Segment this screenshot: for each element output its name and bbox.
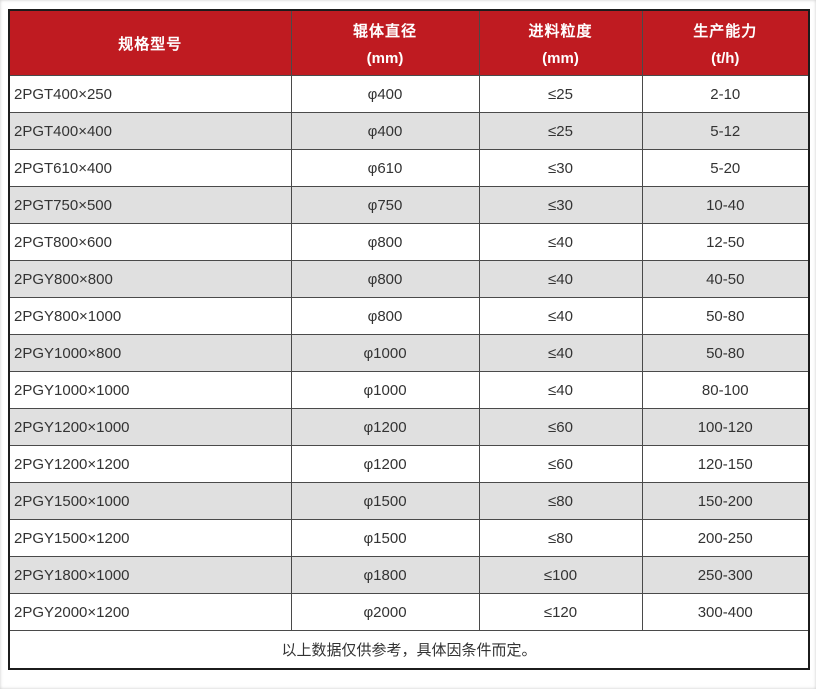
table-cell-feed-size: ≤80 (478, 519, 643, 557)
table-cell-model: 2PGY2000×1200 (8, 593, 292, 631)
spec-table: 规格型号 辊体直径 (mm) 进料粒度 (mm) 生产能力 (t/h) 2PGT… (8, 9, 810, 670)
table-cell-model: 2PGY1200×1200 (8, 445, 292, 483)
table-cell-model: 2PGY1000×1000 (8, 371, 292, 409)
table-cell-roller-diameter: φ1200 (290, 408, 480, 446)
table-cell-feed-size: ≤25 (478, 75, 643, 113)
table-cell-capacity: 250-300 (641, 556, 810, 594)
table-cell-capacity: 100-120 (641, 408, 810, 446)
table-cell-feed-size: ≤40 (478, 371, 643, 409)
table-cell-model: 2PGY800×800 (8, 260, 292, 298)
table-cell-model: 2PGY1500×1000 (8, 482, 292, 520)
table-cell-model: 2PGT400×250 (8, 75, 292, 113)
table-footer: 以上数据仅供参考，具体因条件而定。 (8, 630, 810, 670)
table-cell-capacity: 12-50 (641, 223, 810, 261)
header-roller-diameter-label: 辊体直径 (352, 22, 417, 40)
table-cell-roller-diameter: φ750 (290, 186, 480, 224)
table-footer-row: 以上数据仅供参考，具体因条件而定。 (8, 630, 810, 670)
table-row: 2PGY1500×1200 φ1500 ≤80 200-250 (8, 519, 810, 557)
table-cell-capacity: 2-10 (641, 75, 810, 113)
table-cell-model: 2PGT610×400 (8, 149, 292, 187)
table-row: 2PGY800×1000 φ800 ≤40 50-80 (8, 297, 810, 335)
table-cell-capacity: 5-20 (641, 149, 810, 187)
header-roller-diameter: 辊体直径 (mm) (290, 9, 480, 76)
table-cell-model: 2PGY1200×1000 (8, 408, 292, 446)
table-cell-feed-size: ≤100 (478, 556, 643, 594)
table-cell-feed-size: ≤60 (478, 445, 643, 483)
table-row: 2PGY1800×1000 φ1800 ≤100 250-300 (8, 556, 810, 594)
table-row: 2PGT610×400 φ610 ≤30 5-20 (8, 149, 810, 187)
table-cell-capacity: 120-150 (641, 445, 810, 483)
table-cell-feed-size: ≤60 (478, 408, 643, 446)
table-cell-roller-diameter: φ400 (290, 112, 480, 150)
table-cell-roller-diameter: φ610 (290, 149, 480, 187)
table-cell-capacity: 300-400 (641, 593, 810, 631)
header-feed-size-unit: (mm) (542, 49, 579, 67)
table-footnote: 以上数据仅供参考，具体因条件而定。 (8, 630, 810, 670)
table-cell-roller-diameter: φ800 (290, 297, 480, 335)
table-cell-feed-size: ≤120 (478, 593, 643, 631)
header-model: 规格型号 (8, 9, 292, 76)
table-row: 2PGT400×400 φ400 ≤25 5-12 (8, 112, 810, 150)
table-header-row: 规格型号 辊体直径 (mm) 进料粒度 (mm) 生产能力 (t/h) (8, 9, 810, 76)
table-row: 2PGY800×800 φ800 ≤40 40-50 (8, 260, 810, 298)
table-body: 2PGT400×250 φ400 ≤25 2-10 2PGT400×400 φ400 ≤25… (8, 75, 810, 631)
table-row: 2PGY1000×800 φ1000 ≤40 50-80 (8, 334, 810, 372)
header-capacity-label: 生产能力 (693, 22, 758, 40)
table-cell-capacity: 5-12 (641, 112, 810, 150)
table-cell-model: 2PGY1800×1000 (8, 556, 292, 594)
table-cell-feed-size: ≤30 (478, 149, 643, 187)
table-cell-capacity: 200-250 (641, 519, 810, 557)
table-cell-capacity: 50-80 (641, 334, 810, 372)
table-cell-capacity: 10-40 (641, 186, 810, 224)
table-row: 2PGT800×600 φ800 ≤40 12-50 (8, 223, 810, 261)
table-cell-feed-size: ≤40 (478, 223, 643, 261)
table-cell-roller-diameter: φ1800 (290, 556, 480, 594)
table-row: 2PGT400×250 φ400 ≤25 2-10 (8, 75, 810, 113)
table-cell-feed-size: ≤25 (478, 112, 643, 150)
table-cell-model: 2PGT400×400 (8, 112, 292, 150)
table-cell-feed-size: ≤30 (478, 186, 643, 224)
table-cell-capacity: 80-100 (641, 371, 810, 409)
table-cell-capacity: 50-80 (641, 297, 810, 335)
table-cell-feed-size: ≤40 (478, 297, 643, 335)
table-row: 2PGY1500×1000 φ1500 ≤80 150-200 (8, 482, 810, 520)
table-cell-capacity: 150-200 (641, 482, 810, 520)
header-capacity-unit: (t/h) (711, 49, 740, 67)
table-row: 2PGY1200×1200 φ1200 ≤60 120-150 (8, 445, 810, 483)
table-cell-feed-size: ≤40 (478, 334, 643, 372)
table-cell-model: 2PGY1500×1200 (8, 519, 292, 557)
table-row: 2PGY2000×1200 φ2000 ≤120 300-400 (8, 593, 810, 631)
table-cell-model: 2PGY800×1000 (8, 297, 292, 335)
table-cell-roller-diameter: φ1000 (290, 334, 480, 372)
table-cell-roller-diameter: φ1500 (290, 519, 480, 557)
header-feed-size-label: 进料粒度 (528, 22, 593, 40)
table-cell-roller-diameter: φ400 (290, 75, 480, 113)
table-cell-roller-diameter: φ800 (290, 223, 480, 261)
table-row: 2PGY1000×1000 φ1000 ≤40 80-100 (8, 371, 810, 409)
table-row: 2PGT750×500 φ750 ≤30 10-40 (8, 186, 810, 224)
table-cell-roller-diameter: φ800 (290, 260, 480, 298)
table-cell-roller-diameter: φ1200 (290, 445, 480, 483)
table-cell-roller-diameter: φ2000 (290, 593, 480, 631)
table-cell-feed-size: ≤80 (478, 482, 643, 520)
table-cell-capacity: 40-50 (641, 260, 810, 298)
table-row: 2PGY1200×1000 φ1200 ≤60 100-120 (8, 408, 810, 446)
header-model-label: 规格型号 (118, 35, 183, 53)
header-feed-size: 进料粒度 (mm) (478, 9, 643, 76)
table-cell-model: 2PGY1000×800 (8, 334, 292, 372)
table-header: 规格型号 辊体直径 (mm) 进料粒度 (mm) 生产能力 (t/h) (8, 9, 810, 76)
table-cell-feed-size: ≤40 (478, 260, 643, 298)
header-capacity: 生产能力 (t/h) (641, 9, 810, 76)
header-roller-diameter-unit: (mm) (366, 49, 404, 67)
table-cell-model: 2PGT750×500 (8, 186, 292, 224)
table-cell-roller-diameter: φ1500 (290, 482, 480, 520)
table-cell-roller-diameter: φ1000 (290, 371, 480, 409)
table-cell-model: 2PGT800×600 (8, 223, 292, 261)
